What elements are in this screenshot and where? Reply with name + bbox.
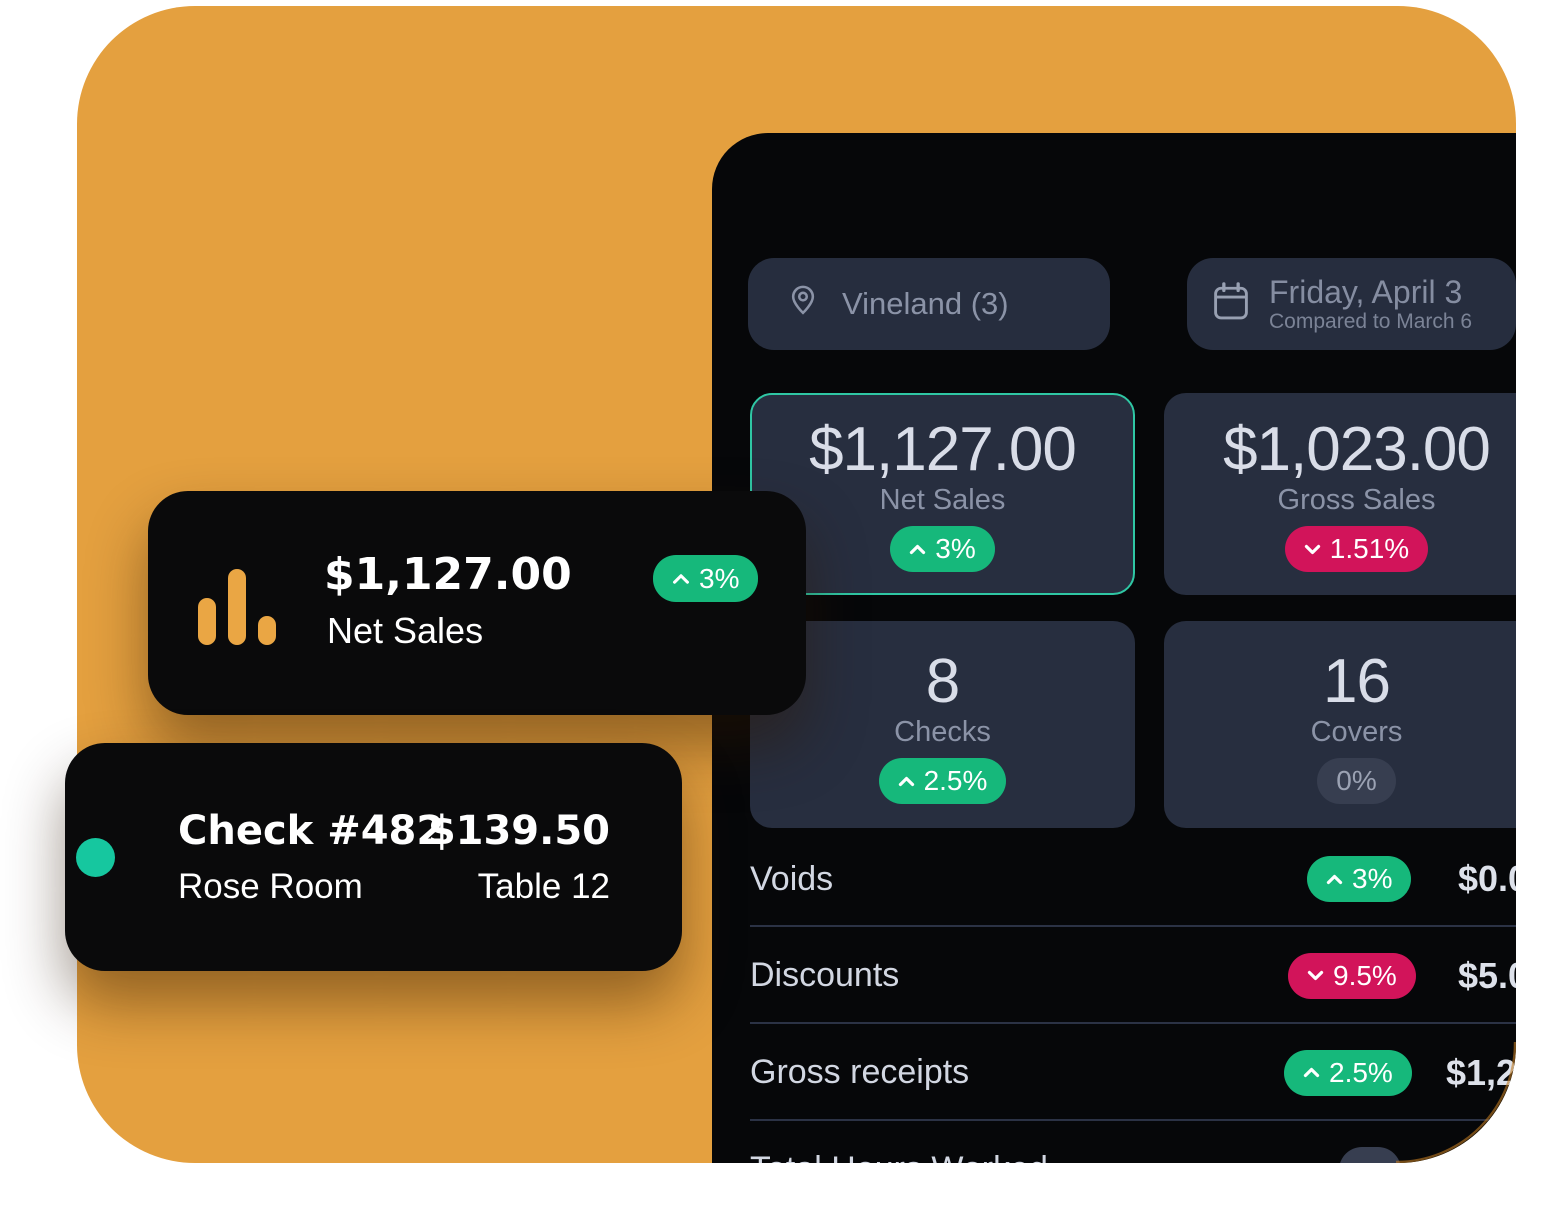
net-sales-label: Net Sales — [879, 484, 1006, 516]
date-title: Friday, April 3 — [1269, 273, 1463, 310]
report-row-voids[interactable]: Voids 3% $0.0 — [750, 833, 1516, 925]
location-label: Vineland (3) — [842, 286, 1009, 321]
chevron-up-icon — [910, 544, 926, 554]
stat-card-gross-sales[interactable]: $1,023.00 Gross Sales 1.51% — [1164, 393, 1516, 595]
tooltip-change-badge: 3% — [653, 555, 759, 602]
chevron-up-icon — [898, 776, 914, 786]
dashboard-panel: Vineland (3) Friday, April 3 Compared to… — [712, 133, 1516, 1163]
check-amount: $139.50 — [427, 808, 610, 854]
row-change-badge: 9.5% — [1288, 952, 1416, 999]
row-label: Discounts — [750, 956, 900, 994]
status-dot — [76, 838, 115, 877]
net-sales-tooltip-card[interactable]: $1,127.00 Net Sales 3% — [148, 491, 806, 715]
stat-card-net-sales[interactable]: $1,127.00 Net Sales 3% — [750, 393, 1135, 595]
row-label: Total Hours Worked — [750, 1150, 1048, 1163]
chevron-up-icon — [673, 573, 689, 584]
row-change-badge — [1339, 1146, 1401, 1163]
checks-value: 8 — [925, 647, 960, 716]
date-selector[interactable]: Friday, April 3 Compared to March 6 — [1187, 258, 1516, 350]
row-value: $1,20 — [1446, 1051, 1516, 1093]
checks-label: Checks — [894, 716, 991, 748]
row-label: Voids — [750, 859, 834, 898]
check-room: Rose Room — [178, 867, 363, 906]
report-row-discounts[interactable]: Discounts 9.5% $5.0 — [750, 925, 1516, 1024]
report-row-total-hours[interactable]: Total Hours Worked — [750, 1119, 1516, 1163]
gross-sales-change-badge: 1.51% — [1284, 526, 1429, 572]
covers-label: Covers — [1310, 716, 1403, 748]
stat-card-checks[interactable]: 8 Checks 2.5% — [750, 621, 1135, 828]
report-row-gross-receipts[interactable]: Gross receipts 2.5% $1,20 — [750, 1022, 1516, 1121]
row-value: $5.0 — [1458, 954, 1516, 996]
tooltip-net-sales-label: Net Sales — [327, 610, 484, 651]
chevron-down-icon — [1304, 544, 1320, 554]
location-selector[interactable]: Vineland (3) — [748, 258, 1110, 350]
checks-change-badge: 2.5% — [878, 758, 1007, 804]
covers-change-badge: 0% — [1317, 758, 1396, 804]
row-label: Gross receipts — [750, 1053, 970, 1091]
gross-sales-value: $1,023.00 — [1223, 415, 1491, 484]
check-card[interactable]: Check #482 $139.50 Rose Room Table 12 — [65, 743, 682, 971]
chevron-down-icon — [1307, 970, 1324, 981]
date-compare-label: Compared to March 6 — [1269, 310, 1473, 334]
row-change-badge: 3% — [1307, 856, 1412, 902]
bar-chart-icon — [198, 569, 276, 645]
check-number: Check #482 — [178, 808, 445, 854]
calendar-icon — [1211, 280, 1251, 329]
chevron-up-icon — [1326, 874, 1343, 884]
gross-sales-label: Gross Sales — [1277, 484, 1436, 516]
net-sales-change-badge: 3% — [890, 526, 995, 572]
tooltip-net-sales-value: $1,127.00 — [324, 549, 572, 600]
net-sales-value: $1,127.00 — [809, 415, 1077, 484]
location-pin-icon — [786, 283, 820, 325]
stat-card-covers[interactable]: 16 Covers 0% — [1164, 621, 1516, 828]
covers-value: 16 — [1323, 647, 1391, 716]
check-table: Table 12 — [477, 867, 610, 906]
row-change-badge: 2.5% — [1284, 1049, 1412, 1096]
row-value: $0.0 — [1458, 858, 1516, 899]
chevron-up-icon — [1303, 1067, 1320, 1078]
